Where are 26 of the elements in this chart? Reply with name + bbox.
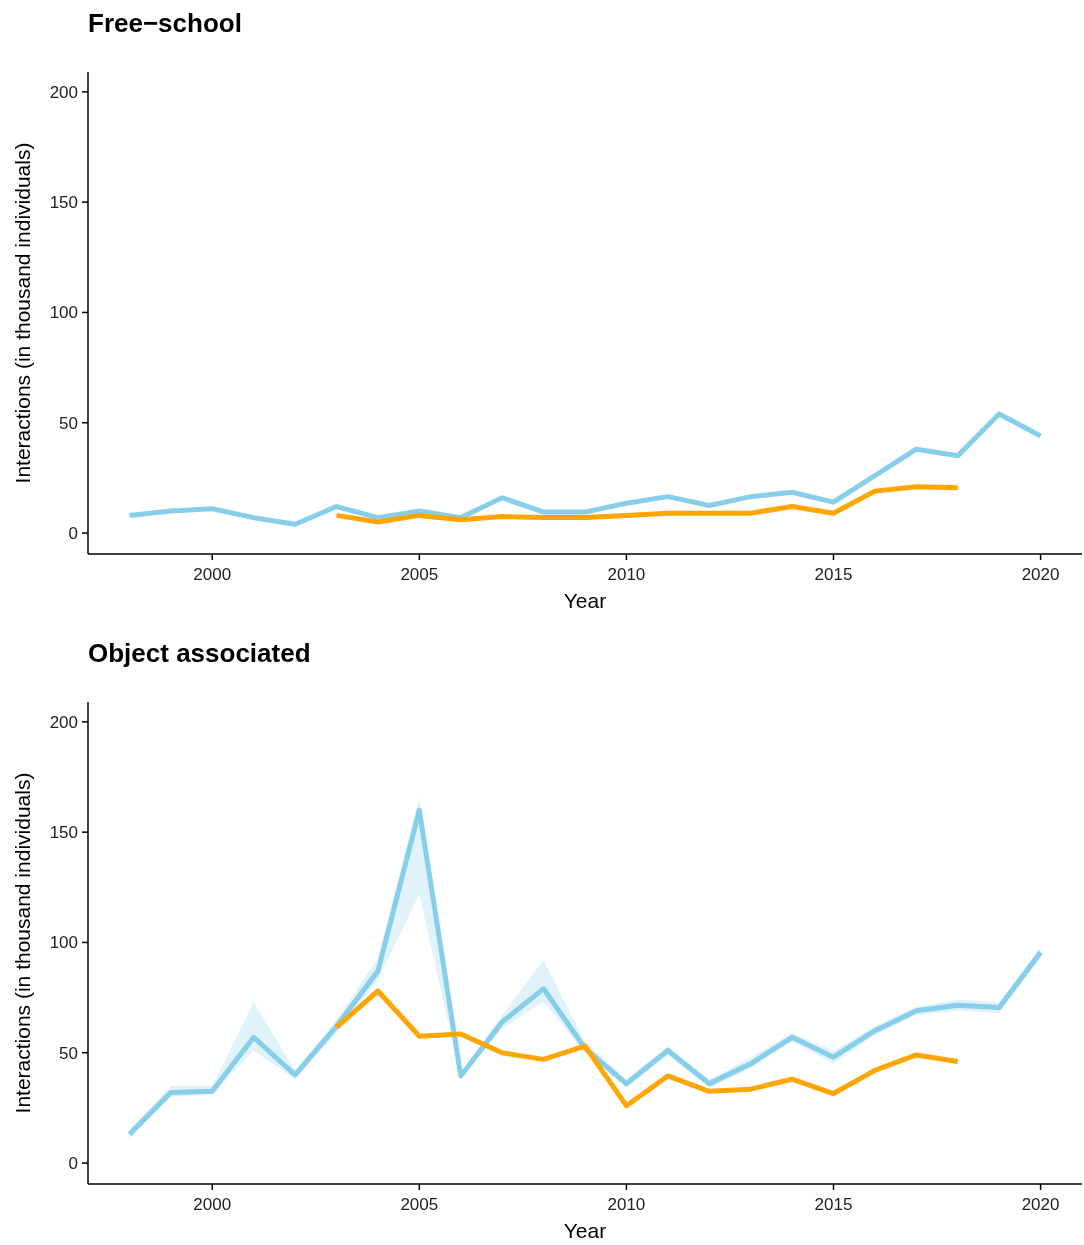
y-tick-label: 100 [49, 933, 78, 953]
y-axis-title: Interactions (in thousand individuals) [11, 772, 34, 1114]
x-tick-label: 2000 [193, 1195, 232, 1214]
x-axis-title: Year [563, 589, 607, 612]
x-tick-label: 2020 [1021, 565, 1060, 584]
y-axis-title: Interactions (in thousand individuals) [11, 142, 34, 484]
y-tick-label: 0 [68, 1153, 78, 1173]
y-tick-label: 150 [49, 193, 78, 213]
y-tick-label: 0 [68, 523, 78, 543]
y-tick-label: 50 [59, 413, 78, 433]
chart-title: Free−school [88, 8, 242, 38]
x-tick-label: 2010 [607, 565, 646, 584]
y-tick-label: 200 [49, 82, 78, 102]
y-tick-label: 200 [49, 712, 78, 732]
x-tick-label: 2020 [1021, 1195, 1060, 1214]
x-tick-label: 2000 [193, 565, 232, 584]
x-tick-label: 2005 [400, 565, 439, 584]
y-tick-label: 50 [59, 1043, 78, 1063]
x-tick-label: 2005 [400, 1195, 439, 1214]
chart-title: Object associated [88, 638, 311, 668]
y-tick-label: 100 [49, 303, 78, 323]
x-tick-label: 2010 [607, 1195, 646, 1214]
x-tick-label: 2015 [814, 1195, 853, 1214]
y-tick-label: 150 [49, 823, 78, 843]
x-axis-title: Year [563, 1219, 607, 1242]
x-tick-label: 2015 [814, 565, 853, 584]
